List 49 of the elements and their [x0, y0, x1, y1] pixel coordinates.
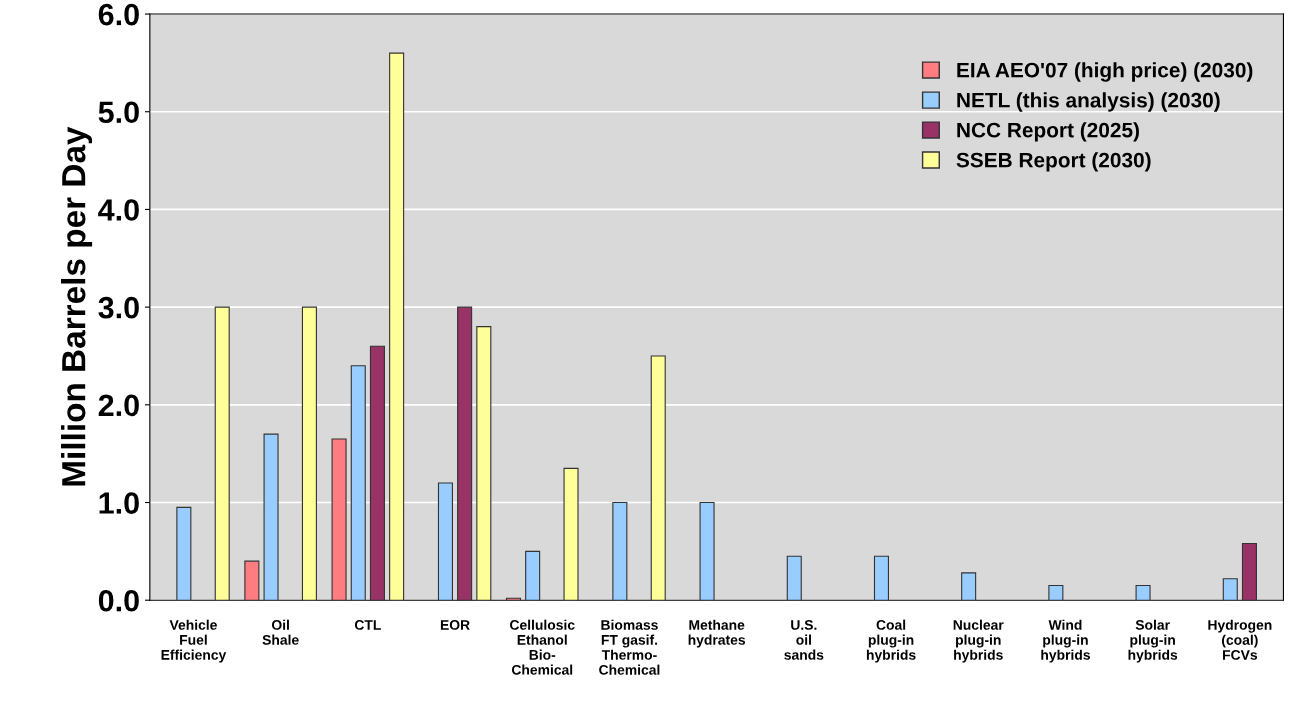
x-tick-label: Nuclear plug-in hybrids — [953, 619, 1004, 663]
bar — [476, 326, 492, 601]
x-tick-label: CTL — [354, 620, 381, 630]
bar — [961, 572, 977, 601]
bar — [437, 482, 453, 601]
y-tick-label: 5.0 — [98, 101, 139, 124]
x-tick-label: Coal plug-in hybrids — [866, 619, 916, 663]
x-tick-label: Oil Shale — [262, 619, 299, 645]
y-tick-label: 2.0 — [98, 394, 139, 417]
bar — [263, 433, 279, 601]
x-tick-label: U.S. oil sands — [784, 620, 824, 660]
bar — [1048, 585, 1064, 601]
legend-label: NCC Report (2025) — [957, 122, 1139, 142]
x-tick-label: Solar plug-in hybrids — [1128, 619, 1178, 663]
bar — [525, 550, 541, 601]
x-tick-label: Cellulosic Ethanol Bio- Chemical — [510, 619, 575, 675]
bar — [1241, 542, 1257, 601]
bar — [244, 560, 260, 601]
bar — [301, 306, 317, 601]
y-tick-label: 1.0 — [99, 492, 139, 514]
bar — [1222, 578, 1238, 601]
x-tick-label: Wind plug-in hybrids — [1041, 619, 1090, 663]
bar — [873, 555, 889, 601]
legend-label: SSEB Report (2030) — [956, 152, 1151, 172]
y-tick-label: 4.0 — [98, 199, 139, 221]
bar — [786, 555, 802, 601]
bar — [612, 501, 628, 601]
y-tick-label: 3.0 — [98, 296, 139, 319]
y-tick-label: 6.0 — [98, 3, 139, 26]
bar — [563, 467, 579, 601]
x-tick-label: Vehicle Fuel Efficiency — [161, 619, 227, 663]
bar — [457, 306, 473, 601]
bar — [389, 52, 405, 601]
bar — [350, 365, 366, 601]
x-tick-label: Hydrogen (coal) FCVs — [1208, 619, 1272, 660]
bar — [214, 306, 230, 601]
x-tick-label: Methane hydrates — [688, 619, 746, 648]
bar — [331, 438, 347, 601]
bar — [369, 345, 385, 601]
bar — [650, 355, 666, 601]
legend-label: EIA AEO'07 (high price) (2030) — [957, 62, 1253, 82]
legend-label: NETL (this analysis) (2030) — [957, 92, 1220, 112]
y-tick-label: 0.0 — [98, 589, 139, 612]
y-axis-title: Million Barrels per Day — [61, 126, 93, 486]
bar — [699, 501, 715, 601]
bar — [1135, 585, 1151, 601]
x-tick-label: Biomass FT gasif. Thermo- Chemical — [599, 619, 660, 675]
x-tick-label: EOR — [440, 620, 470, 630]
bar — [176, 506, 192, 601]
